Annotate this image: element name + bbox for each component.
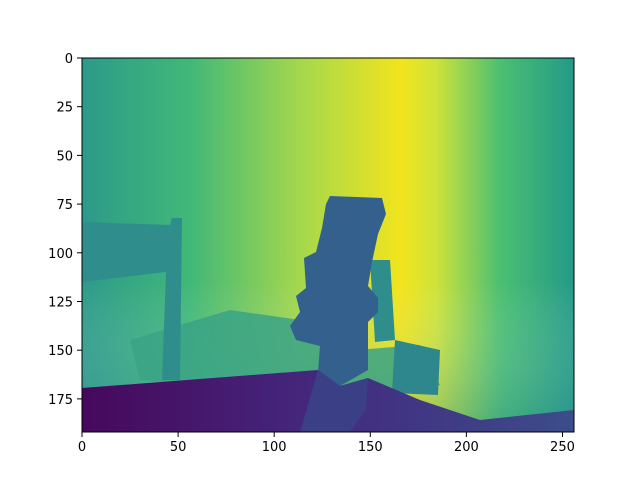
plot-frame [81, 57, 575, 433]
chair-shape [82, 218, 182, 380]
robot-arm-shape [290, 196, 386, 386]
y-tick-label: 175 [48, 393, 73, 408]
y-tick-label: 125 [48, 295, 73, 310]
heatmap-image [82, 58, 574, 432]
y-tick-label: 100 [48, 247, 73, 262]
y-tick-label: 150 [48, 344, 73, 359]
x-tick-label: 200 [454, 440, 479, 455]
y-tick-label: 75 [56, 198, 73, 213]
x-tick-label: 0 [78, 440, 86, 455]
x-tick-label: 50 [170, 440, 187, 455]
y-tick-label: 50 [56, 149, 73, 164]
y-tick-label: 0 [65, 52, 73, 67]
y-axis: 0 25 50 75 100 125 150 175 [48, 52, 82, 408]
x-tick-label: 100 [262, 440, 287, 455]
x-tick-label: 150 [358, 440, 383, 455]
x-axis: 0 50 100 150 200 250 [78, 432, 575, 455]
y-tick-label: 25 [56, 101, 73, 116]
x-tick-label: 250 [550, 440, 575, 455]
